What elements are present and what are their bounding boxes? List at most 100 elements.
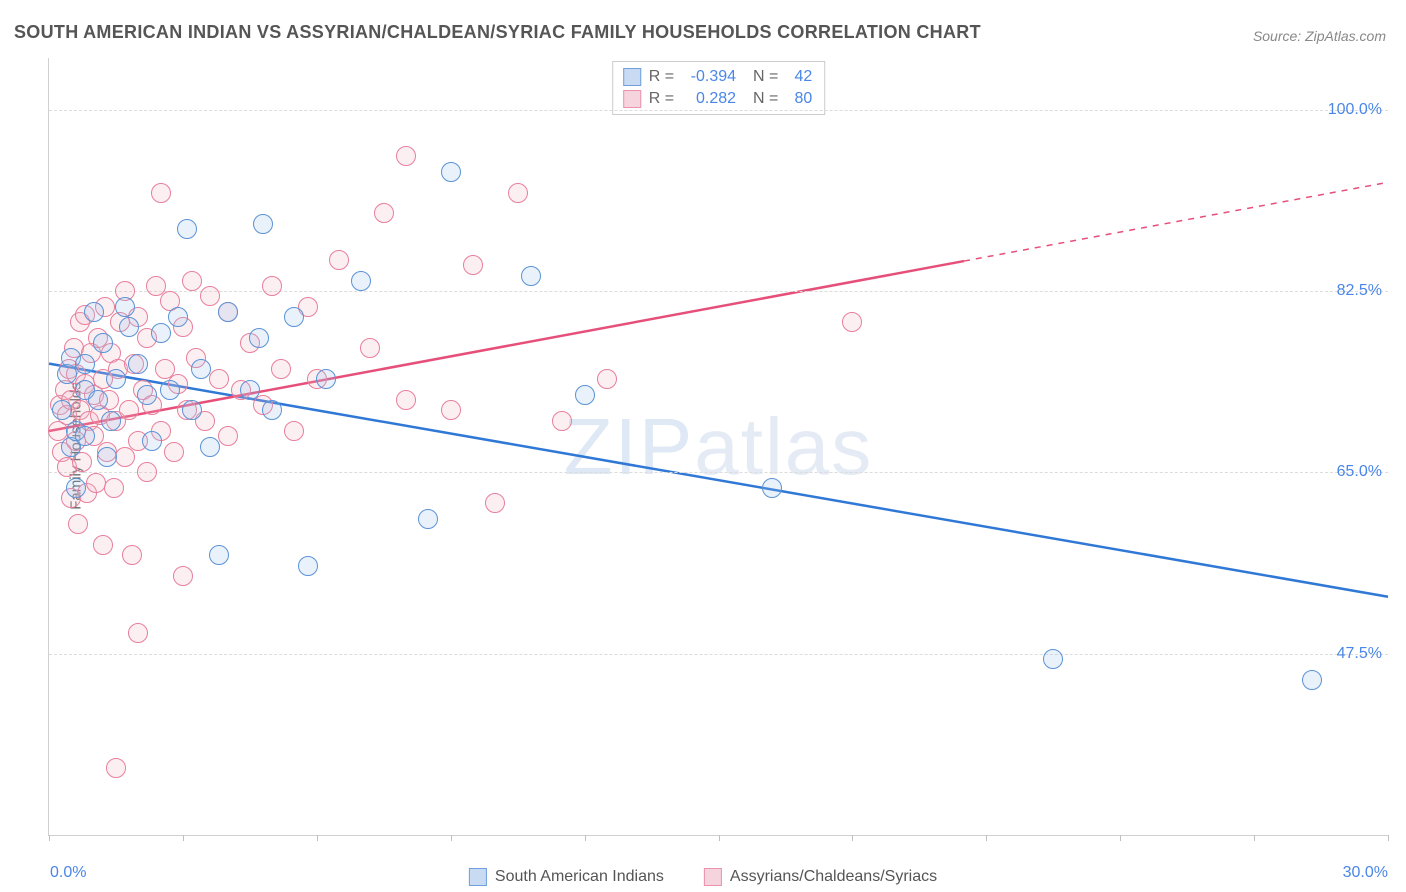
data-point [182, 400, 202, 420]
stats-row-1: R = -0.394 N = 42 [623, 66, 813, 88]
data-point [441, 162, 461, 182]
data-point [93, 333, 113, 353]
data-point [168, 307, 188, 327]
data-point [209, 545, 229, 565]
data-point [104, 478, 124, 498]
data-point [396, 390, 416, 410]
data-point [597, 369, 617, 389]
watermark: ZIPatlas [564, 401, 873, 493]
legend-swatch-2 [704, 868, 722, 886]
data-point [284, 307, 304, 327]
x-tick [317, 835, 318, 841]
y-tick-label: 47.5% [1337, 645, 1382, 663]
data-point [284, 421, 304, 441]
data-point [262, 276, 282, 296]
data-point [182, 271, 202, 291]
y-tick-label: 65.0% [1337, 463, 1382, 481]
data-point [75, 354, 95, 374]
data-point [360, 338, 380, 358]
data-point [68, 514, 88, 534]
data-point [463, 255, 483, 275]
data-point [521, 266, 541, 286]
data-point [249, 328, 269, 348]
data-point [218, 302, 238, 322]
legend-item-2: Assyrians/Chaldeans/Syriacs [704, 868, 937, 886]
stats-n-label: N = [744, 66, 778, 88]
stats-box: R = -0.394 N = 42 R = 0.282 N = 80 [612, 61, 826, 115]
gridline [49, 110, 1388, 111]
data-point [575, 385, 595, 405]
stats-n-value-1: 42 [786, 66, 812, 88]
data-point [200, 286, 220, 306]
legend-label-2: Assyrians/Chaldeans/Syriacs [730, 868, 937, 886]
plot-area: ZIPatlas R = -0.394 N = 42 R = 0.282 N =… [48, 58, 1388, 836]
x-max-label: 30.0% [1343, 864, 1388, 882]
data-point [142, 431, 162, 451]
data-point [1302, 670, 1322, 690]
data-point [93, 535, 113, 555]
stats-n-label: N = [744, 88, 778, 110]
stats-row-2: R = 0.282 N = 80 [623, 88, 813, 110]
data-point [84, 302, 104, 322]
data-point [418, 509, 438, 529]
stats-swatch-2 [623, 90, 641, 108]
x-min-label: 0.0% [50, 864, 86, 882]
x-tick [585, 835, 586, 841]
x-tick [183, 835, 184, 841]
gridline [49, 654, 1388, 655]
data-point [271, 359, 291, 379]
data-point [122, 545, 142, 565]
source-label: Source: ZipAtlas.com [1253, 28, 1386, 44]
x-tick [986, 835, 987, 841]
data-point [485, 493, 505, 513]
data-point [762, 478, 782, 498]
y-tick-label: 82.5% [1337, 282, 1382, 300]
data-point [106, 369, 126, 389]
data-point [200, 437, 220, 457]
data-point [173, 566, 193, 586]
chart-title: SOUTH AMERICAN INDIAN VS ASSYRIAN/CHALDE… [14, 22, 981, 43]
x-tick [1120, 835, 1121, 841]
data-point [106, 758, 126, 778]
data-point [137, 462, 157, 482]
data-point [329, 250, 349, 270]
data-point [262, 400, 282, 420]
data-point [52, 400, 72, 420]
data-point [1043, 649, 1063, 669]
x-tick [719, 835, 720, 841]
stats-r-value-2: 0.282 [682, 88, 736, 110]
data-point [151, 183, 171, 203]
data-point [128, 354, 148, 374]
data-point [396, 146, 416, 166]
data-point [75, 426, 95, 446]
y-tick-label: 100.0% [1328, 101, 1382, 119]
data-point [66, 478, 86, 498]
x-tick [451, 835, 452, 841]
stats-swatch-1 [623, 68, 641, 86]
data-point [115, 447, 135, 467]
data-point [240, 380, 260, 400]
data-point [128, 623, 148, 643]
x-tick [1254, 835, 1255, 841]
legend-swatch-1 [469, 868, 487, 886]
data-point [137, 385, 157, 405]
data-point [160, 380, 180, 400]
data-point [97, 447, 117, 467]
trend-lines [49, 58, 1388, 835]
data-point [508, 183, 528, 203]
gridline [49, 291, 1388, 292]
x-tick [852, 835, 853, 841]
data-point [298, 556, 318, 576]
data-point [351, 271, 371, 291]
legend: South American Indians Assyrians/Chaldea… [469, 868, 937, 886]
data-point [218, 426, 238, 446]
data-point [119, 400, 139, 420]
data-point [86, 473, 106, 493]
data-point [441, 400, 461, 420]
chart-container: SOUTH AMERICAN INDIAN VS ASSYRIAN/CHALDE… [0, 0, 1406, 892]
data-point [177, 219, 197, 239]
data-point [209, 369, 229, 389]
x-tick [1388, 835, 1389, 841]
stats-r-label: R = [649, 88, 674, 110]
data-point [316, 369, 336, 389]
